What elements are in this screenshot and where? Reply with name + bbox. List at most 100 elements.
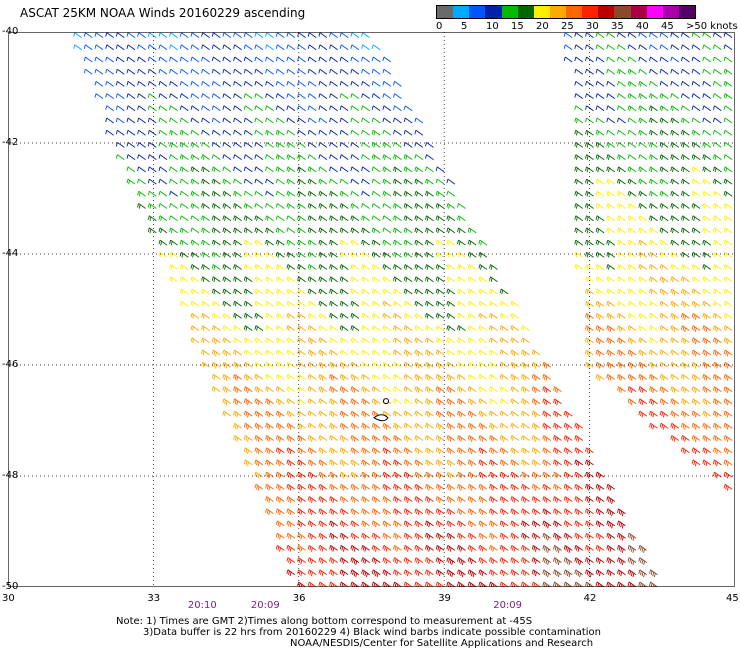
- wind-barb: [115, 93, 125, 99]
- wind-barb: [499, 325, 509, 331]
- wind-barb: [659, 215, 669, 222]
- wind-barb: [286, 520, 296, 528]
- wind-barb: [627, 166, 637, 173]
- wind-barb: [382, 56, 392, 63]
- wind-barb: [595, 569, 605, 577]
- colorbar-segment: [646, 6, 663, 18]
- wind-barb: [339, 508, 349, 516]
- wind-barb: [105, 56, 114, 63]
- wind-barb: [393, 166, 402, 173]
- wind-barb: [670, 374, 680, 380]
- wind-barb: [585, 68, 594, 75]
- wind-barb: [446, 300, 456, 307]
- wind-barb: [585, 569, 594, 578]
- wind-barb: [457, 435, 466, 442]
- wind-barb: [606, 581, 616, 587]
- wind-barb: [222, 93, 232, 99]
- wind-barb: [467, 398, 477, 406]
- wind-barb: [691, 300, 701, 308]
- wind-barb: [446, 361, 456, 368]
- wind-barb: [158, 68, 168, 75]
- wind-barb: [158, 203, 168, 209]
- wind-barb: [339, 251, 349, 258]
- wind-barb: [297, 117, 306, 124]
- wind-barb: [179, 190, 189, 197]
- wind-barb: [307, 68, 317, 75]
- wind-barb: [435, 471, 445, 479]
- wind-barb: [563, 532, 573, 540]
- wind-barb: [254, 93, 264, 99]
- wind-barb: [414, 166, 424, 173]
- wind-barb: [467, 447, 477, 455]
- wind-barb: [435, 288, 445, 295]
- wind-barb: [307, 32, 317, 38]
- wind-barb: [179, 178, 189, 185]
- wind-barb: [680, 227, 690, 234]
- wind-barb: [286, 129, 296, 136]
- wind-barb: [595, 581, 605, 587]
- wind-barb: [659, 386, 669, 394]
- wind-barb: [222, 215, 232, 222]
- wind-barb: [691, 410, 701, 418]
- wind-barb: [617, 105, 626, 112]
- wind-barb: [425, 471, 434, 479]
- wind-barb: [318, 142, 328, 148]
- wind-barb: [350, 349, 360, 356]
- wind-barb: [414, 471, 424, 479]
- wind-barb: [211, 300, 221, 307]
- wind-barb: [147, 129, 157, 136]
- wind-barb: [414, 325, 424, 331]
- wind-barb: [254, 483, 264, 491]
- wind-barb: [446, 508, 456, 516]
- wind-barb: [670, 154, 680, 160]
- wind-barb: [275, 105, 285, 112]
- wind-barb: [457, 325, 466, 331]
- wind-barb: [702, 459, 712, 467]
- wind-barb: [446, 569, 456, 578]
- wind-barb: [446, 337, 456, 344]
- wind-barb: [659, 349, 669, 356]
- wind-barb: [190, 313, 200, 319]
- wind-barb: [585, 203, 594, 209]
- wind-barb: [521, 569, 530, 577]
- wind-barb: [329, 410, 338, 418]
- wind-barb: [371, 251, 381, 258]
- wind-barb: [446, 215, 456, 222]
- wind-barb: [329, 239, 338, 246]
- wind-barb: [531, 422, 541, 430]
- wind-barb: [435, 325, 445, 331]
- wind-barb: [649, 56, 658, 63]
- wind-barb: [670, 215, 680, 222]
- wind-barb: [318, 251, 328, 258]
- wind-barb: [670, 56, 680, 63]
- wind-barb: [371, 178, 381, 185]
- wind-barb: [393, 117, 402, 124]
- wind-barb: [265, 422, 274, 430]
- wind-barb: [382, 154, 392, 160]
- wind-barb: [339, 520, 349, 528]
- wind-barb: [723, 300, 733, 307]
- wind-barb: [617, 142, 626, 148]
- wind-barb: [361, 545, 370, 552]
- wind-barb: [446, 374, 456, 381]
- wind-barb: [489, 410, 498, 417]
- wind-barb: [712, 251, 722, 258]
- wind-barb: [371, 435, 381, 442]
- wind-barb: [254, 313, 264, 319]
- wind-barb: [712, 93, 722, 99]
- wind-barb: [627, 532, 637, 541]
- wind-barb: [712, 435, 722, 442]
- wind-barb: [414, 264, 424, 270]
- wind-barb: [297, 471, 306, 479]
- wind-barb: [265, 190, 274, 197]
- wind-barb: [115, 44, 125, 51]
- wind-barb: [211, 325, 221, 331]
- wind-barb: [563, 459, 573, 467]
- wind-barb: [265, 105, 274, 112]
- wind-barb: [393, 545, 402, 552]
- wind-barb: [233, 178, 242, 185]
- wind-barb: [265, 471, 274, 479]
- wind-barb: [670, 349, 680, 356]
- wind-barb: [638, 190, 648, 197]
- wind-barb: [627, 117, 637, 124]
